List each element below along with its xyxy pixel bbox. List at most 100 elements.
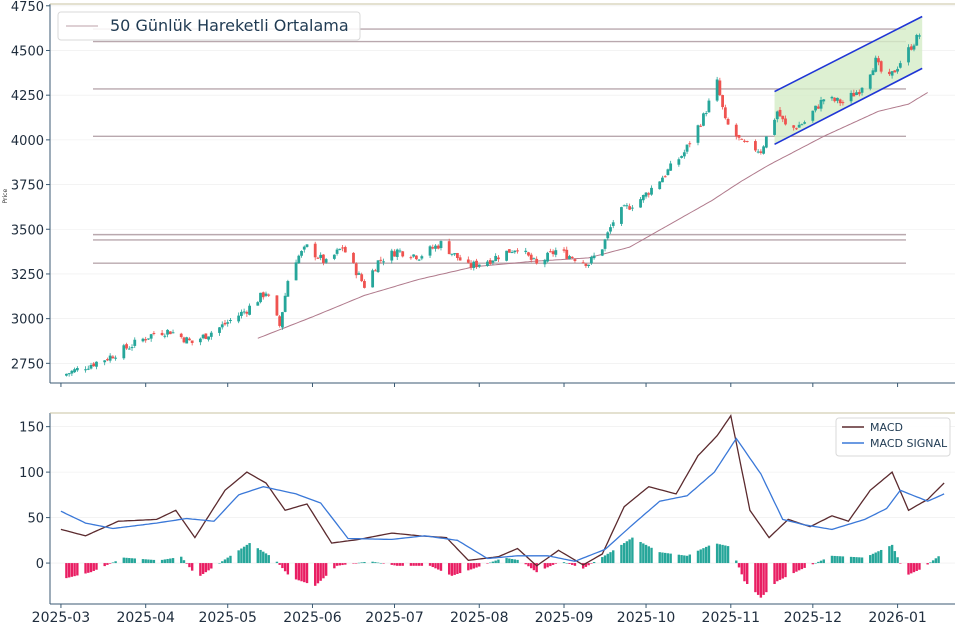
candle-up <box>472 261 476 268</box>
candle-down <box>190 340 194 343</box>
candle-up <box>67 373 71 375</box>
histogram-bar-positive <box>685 555 689 564</box>
candle-up <box>382 261 385 263</box>
candle-down <box>313 243 317 258</box>
candle-up <box>764 136 768 148</box>
candle-up <box>75 368 79 371</box>
candle-down <box>354 263 358 276</box>
candle-up <box>860 87 864 93</box>
histogram-bar-positive <box>724 545 727 564</box>
histogram-bar-negative <box>797 563 801 571</box>
histogram-bar-positive <box>171 558 175 564</box>
histogram-bar-positive <box>929 562 932 564</box>
candle-up <box>811 110 815 121</box>
histogram-bar-positive <box>357 562 361 564</box>
histogram-bar-negative <box>190 563 194 571</box>
histogram-bar-positive <box>817 561 820 564</box>
candle-up <box>84 369 87 371</box>
candle-down <box>261 292 265 298</box>
candle-up <box>70 370 74 374</box>
candle-down <box>469 262 473 268</box>
candle-up <box>510 252 514 254</box>
histogram-bar-positive <box>256 548 259 564</box>
candle-up <box>286 281 290 297</box>
histogram-bar-positive <box>830 555 834 564</box>
histogram-bar-negative <box>409 563 413 566</box>
candle-down <box>466 259 470 263</box>
signal-legend-label: MACD SIGNAL <box>870 437 948 450</box>
histogram-bar-negative <box>89 563 93 573</box>
histogram-bar-positive <box>152 559 156 564</box>
histogram-bar-positive <box>141 559 145 564</box>
date-tick-label: 2025-06 <box>283 610 342 624</box>
histogram-bar-positive <box>699 549 702 564</box>
histogram-bar-negative <box>201 563 205 574</box>
candle-down <box>778 109 782 117</box>
histogram-bar-positive <box>849 556 853 564</box>
candle-up <box>890 71 894 76</box>
candle-down <box>535 258 539 264</box>
histogram-bar-negative <box>759 563 763 598</box>
candle-down <box>111 356 115 359</box>
histogram-bar-positive <box>663 552 667 564</box>
candle-up <box>494 255 498 262</box>
candle-up <box>622 205 626 207</box>
histogram-bar-negative <box>352 563 355 564</box>
histogram-bar-negative <box>543 563 547 569</box>
histogram-bar-negative <box>573 563 577 566</box>
histogram-bar-negative <box>95 563 98 570</box>
histogram-bar-negative <box>204 563 208 573</box>
candle-up <box>568 256 571 260</box>
histogram-bar-negative <box>417 563 421 566</box>
candle-down <box>182 337 186 343</box>
candle-down <box>877 58 880 63</box>
date-tick-label: 2025-05 <box>198 610 257 624</box>
candle-down <box>723 107 727 119</box>
candle-up <box>800 124 804 126</box>
candle-up <box>658 181 662 190</box>
candle-up <box>281 312 284 328</box>
histogram-bar-positive <box>363 562 366 564</box>
histogram-bar-positive <box>488 562 492 564</box>
histogram-bar-negative <box>486 563 489 564</box>
date-tick-label: 2025-10 <box>617 610 676 624</box>
candle-down <box>879 61 883 72</box>
histogram-bar-negative <box>434 563 437 569</box>
histogram-bar-negative <box>803 563 806 568</box>
histogram-bar-positive <box>871 553 875 564</box>
candle-up <box>141 338 145 342</box>
histogram-bar-positive <box>888 546 891 564</box>
histogram-bar-positive <box>144 559 147 564</box>
candle-down <box>401 251 405 257</box>
histogram-bar-negative <box>754 563 757 593</box>
histogram-bar-negative <box>554 563 558 564</box>
histogram-bar-positive <box>371 561 374 564</box>
candle-down <box>455 253 459 259</box>
histogram-bar-negative <box>453 563 456 575</box>
histogram-bar-positive <box>169 558 172 564</box>
histogram-bar-positive <box>644 544 648 564</box>
candle-up <box>587 264 591 266</box>
histogram-bar-positive <box>360 562 363 564</box>
candle-down <box>144 339 148 341</box>
histogram-bar-negative <box>762 563 765 595</box>
histogram-bar-negative <box>333 563 336 569</box>
histogram-bar-positive <box>182 560 186 564</box>
candle-down <box>409 257 413 259</box>
candle-up <box>133 339 137 346</box>
histogram-bar-negative <box>784 563 787 578</box>
candle-up <box>650 187 653 195</box>
histogram-bar-negative <box>412 563 415 566</box>
histogram-bar-negative <box>535 563 538 573</box>
candle-up <box>130 347 134 349</box>
histogram-bar-negative <box>915 563 918 571</box>
candle-up <box>797 124 801 128</box>
histogram-bar-negative <box>447 563 451 575</box>
histogram-bar-negative <box>530 563 533 569</box>
histogram-bar-positive <box>248 543 251 564</box>
candle-up <box>297 255 301 264</box>
candle-up <box>218 327 221 333</box>
candle-up <box>912 45 916 50</box>
macd-tick-label: 100 <box>19 466 44 481</box>
candle-down <box>548 251 552 253</box>
